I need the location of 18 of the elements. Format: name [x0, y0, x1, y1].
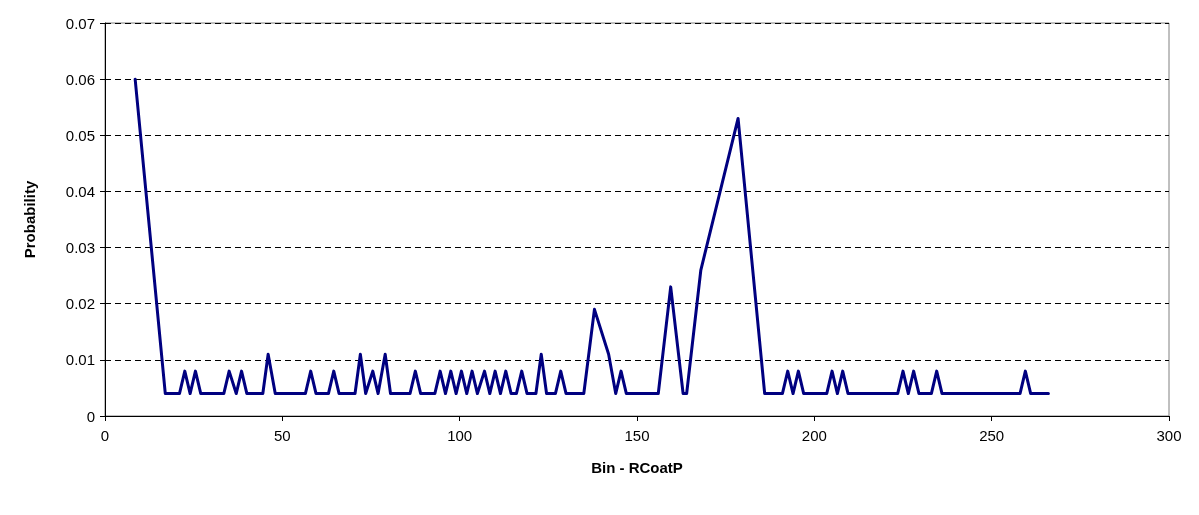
line-series	[133, 77, 1050, 396]
y-tick-label: 0.01	[65, 351, 95, 369]
y-tick-label: 0.03	[65, 239, 95, 257]
y-tick-label: 0.04	[65, 182, 95, 200]
x-tick-label: 300	[1156, 427, 1182, 444]
x-axis-title: Bin - RCoatP	[591, 459, 683, 476]
x-tick-label: 100	[447, 427, 473, 444]
x-tick-label: 0	[100, 427, 110, 444]
y-tick-label: 0	[86, 407, 95, 425]
y-tick-label: 0.06	[65, 70, 95, 88]
x-tick-label: 250	[979, 427, 1005, 444]
x-tick-label: 200	[801, 427, 827, 444]
y-tick-label: 0.07	[65, 14, 95, 32]
y-axis-title: Probability	[21, 180, 38, 259]
y-tick-label: 0.05	[65, 126, 95, 144]
y-tick-label: 0.02	[65, 295, 95, 313]
x-tick-label: 150	[624, 427, 650, 444]
x-tick-label: 50	[273, 427, 291, 444]
